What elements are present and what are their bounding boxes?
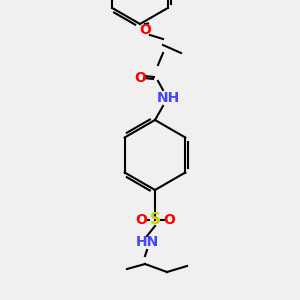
Text: O: O [135,213,147,227]
Text: O: O [163,213,175,227]
Text: S: S [149,212,161,227]
Text: NH: NH [156,91,180,105]
Text: O: O [134,71,146,85]
Text: HN: HN [135,235,159,249]
Text: O: O [139,23,151,37]
